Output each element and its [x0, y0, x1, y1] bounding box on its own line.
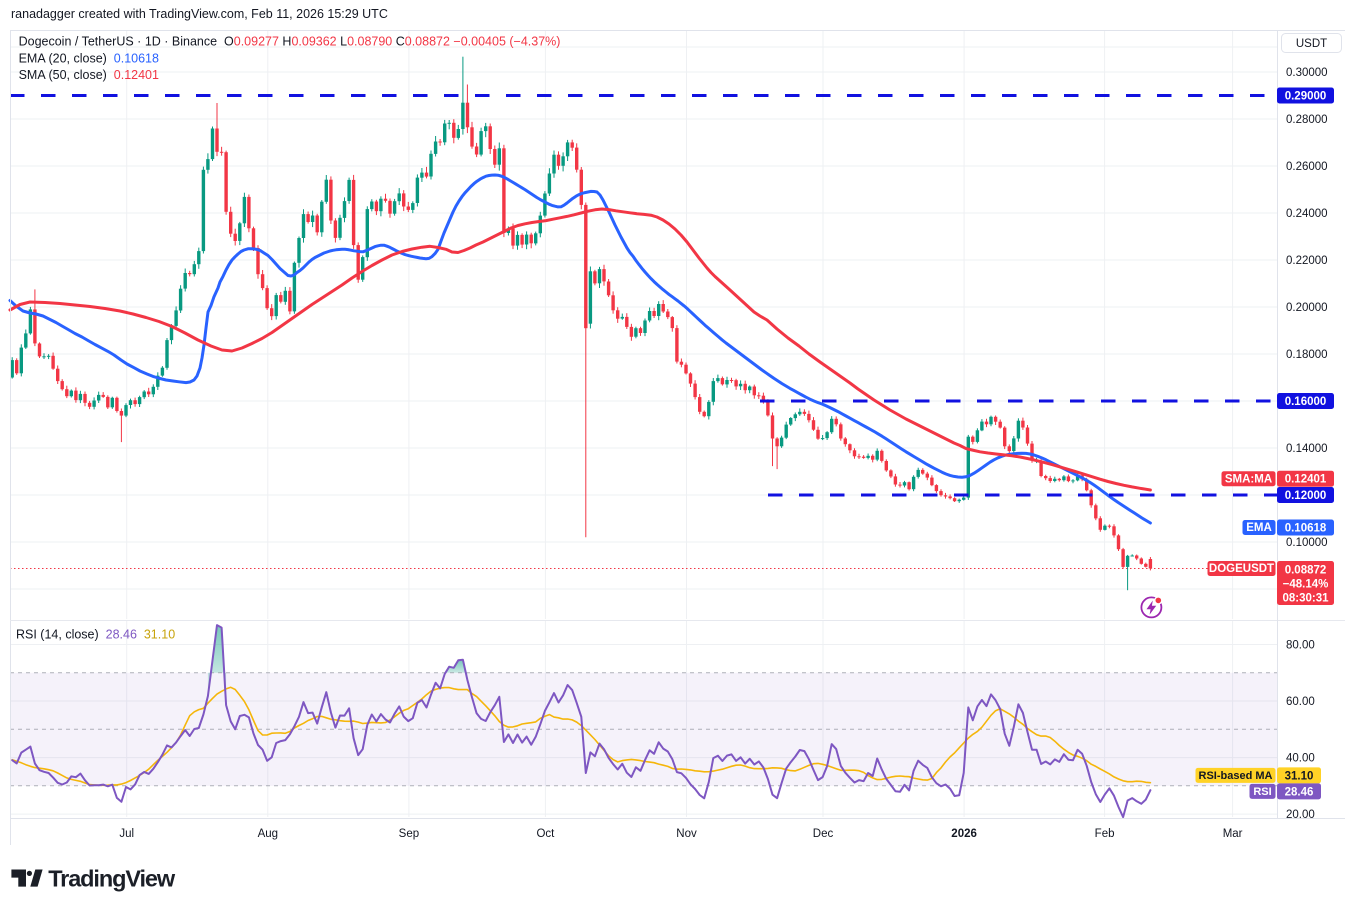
svg-text:Sep: Sep: [399, 828, 419, 840]
svg-text:EMA (20, close) 0.10618: EMA (20, close) 0.10618: [19, 52, 159, 66]
svg-text:0.20000: 0.20000: [1286, 302, 1328, 314]
svg-text:20.00: 20.00: [1286, 809, 1315, 821]
svg-text:−48.14%: −48.14%: [1283, 579, 1329, 591]
svg-text:0.14000: 0.14000: [1286, 443, 1328, 455]
svg-text:Jul: Jul: [119, 828, 134, 840]
svg-text:RSI: RSI: [1253, 786, 1271, 798]
svg-text:SMA (50, close) 0.12401: SMA (50, close) 0.12401: [19, 68, 159, 82]
svg-text:0.12000: 0.12000: [1285, 490, 1327, 502]
svg-text:0.08872: 0.08872: [1285, 565, 1327, 577]
svg-text:0.10618: 0.10618: [1285, 522, 1327, 534]
svg-text:Oct: Oct: [536, 828, 555, 840]
svg-text:31.10: 31.10: [1285, 770, 1314, 782]
svg-text:0.29000: 0.29000: [1285, 91, 1327, 103]
svg-text:RSI-based MA: RSI-based MA: [1199, 770, 1273, 782]
svg-text:TradingView: TradingView: [48, 866, 176, 892]
svg-text:USDT: USDT: [1296, 38, 1327, 50]
svg-text:Nov: Nov: [676, 828, 697, 840]
svg-text:08:30:31: 08:30:31: [1282, 593, 1329, 605]
svg-text:SMA:MA: SMA:MA: [1225, 473, 1272, 485]
svg-text:0.10000: 0.10000: [1286, 537, 1328, 549]
svg-text:EMA: EMA: [1246, 522, 1272, 534]
svg-text:Dec: Dec: [813, 828, 834, 840]
svg-text:0.16000: 0.16000: [1285, 396, 1327, 408]
svg-text:Feb: Feb: [1095, 828, 1115, 840]
svg-text:0.28000: 0.28000: [1286, 114, 1328, 126]
svg-text:0.12401: 0.12401: [1285, 474, 1327, 486]
svg-text:80.00: 80.00: [1286, 640, 1315, 652]
svg-text:Aug: Aug: [258, 828, 278, 840]
svg-text:Dogecoin / TetherUS · 1D · Bin: Dogecoin / TetherUS · 1D · Binance O0.09…: [19, 35, 561, 49]
svg-text:2026: 2026: [951, 828, 977, 840]
svg-text:Mar: Mar: [1223, 828, 1243, 840]
svg-text:0.24000: 0.24000: [1286, 208, 1328, 220]
svg-text:28.46: 28.46: [1285, 786, 1314, 798]
svg-text:0.30000: 0.30000: [1286, 67, 1328, 79]
svg-text:0.18000: 0.18000: [1286, 349, 1328, 361]
svg-text:0.26000: 0.26000: [1286, 161, 1328, 173]
svg-text:60.00: 60.00: [1286, 696, 1315, 708]
svg-text:0.22000: 0.22000: [1286, 255, 1328, 267]
svg-text:DOGEUSDT: DOGEUSDT: [1209, 563, 1274, 575]
svg-text:ranadagger created with Tradin: ranadagger created with TradingView.com,…: [11, 7, 388, 21]
svg-text:40.00: 40.00: [1286, 753, 1315, 765]
svg-text:RSI (14, close) 28.46 31.10: RSI (14, close) 28.46 31.10: [16, 628, 175, 642]
